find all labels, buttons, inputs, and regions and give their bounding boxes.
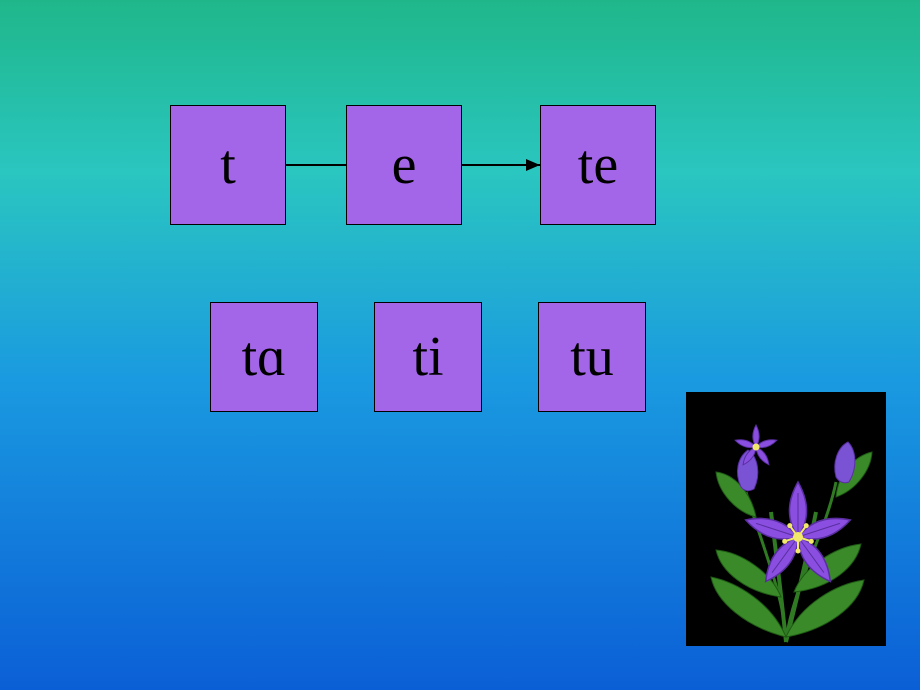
box-label-ta: tɑ (242, 325, 287, 389)
box-label-te: te (578, 133, 618, 197)
box-tu: tu (538, 302, 646, 412)
box-label-tu: tu (570, 325, 614, 389)
box-te: te (540, 105, 656, 225)
box-label-ti: ti (412, 325, 443, 389)
box-label-e: e (392, 133, 417, 197)
box-ti: ti (374, 302, 482, 412)
box-label-t: t (220, 133, 236, 197)
box-t: t (170, 105, 286, 225)
arrow-head (526, 159, 540, 171)
flower-illustration (686, 392, 886, 646)
box-e: e (346, 105, 462, 225)
box-ta: tɑ (210, 302, 318, 412)
slide-canvas: tetetɑtitu (0, 0, 920, 690)
